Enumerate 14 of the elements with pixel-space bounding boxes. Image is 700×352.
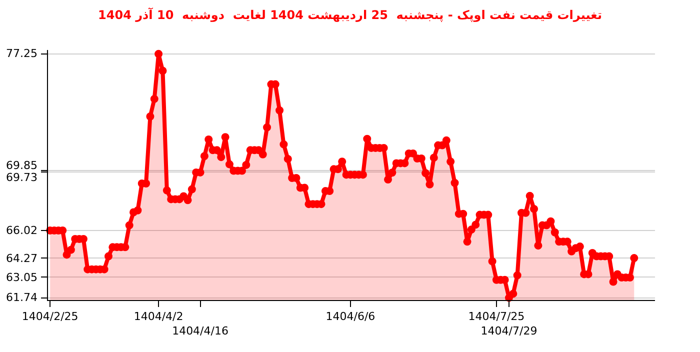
x-tick-label: 1404/7/25: [468, 310, 525, 324]
y-tick-label: 69.85: [6, 159, 38, 172]
y-tick-label: 61.74: [6, 291, 38, 304]
y-tick-label: 64.27: [6, 252, 38, 265]
y-tick-label: 66.02: [6, 224, 38, 237]
y-tick-label: 63.05: [6, 271, 38, 284]
y-tick-label: 69.73: [6, 171, 38, 184]
x-tick-label: 1404/7/29: [480, 324, 538, 338]
chart-title: تغییرات قیمت نفت اوپک - پنجشنبه 25 اردیبهشت 1404 لغایت دوشنبه 10 آذر 1404: [98, 6, 602, 22]
x-tick-label: 1404/4/16: [172, 324, 228, 338]
y-tick-label: 77.25: [6, 47, 38, 60]
x-tick-label: 1404/2/25: [22, 310, 78, 324]
x-tick-label: 1404/4/2: [134, 310, 184, 324]
x-tick-label: 1404/6/6: [326, 310, 376, 324]
